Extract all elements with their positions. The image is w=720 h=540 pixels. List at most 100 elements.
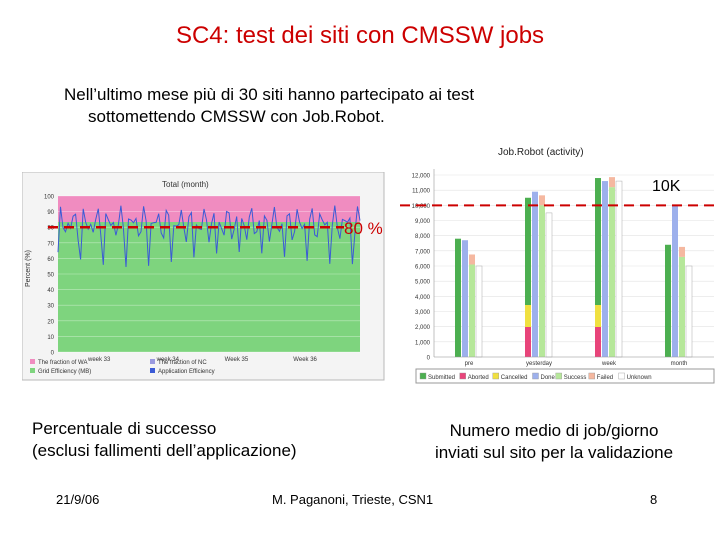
bar-submitted — [525, 197, 531, 357]
left-y-tick-label: 100 — [44, 195, 55, 201]
right-legend-swatch — [532, 372, 539, 380]
caption-left-line-2: (esclusi fallimenti dell’applicazione) — [32, 441, 297, 460]
bar-done — [602, 181, 608, 357]
jobrobot-activity-chart: Job.Robot (activity) 0 1,000 2,000 3,000 4,0… — [400, 147, 715, 384]
footer-date: 21/9/06 — [56, 492, 100, 507]
right-y-tick-label: 12,000 — [412, 174, 431, 180]
left-legend-label: Application Efficiency — [158, 369, 215, 375]
right-legend-label: Submitted — [428, 375, 455, 381]
right-legend-swatch — [459, 372, 466, 380]
right-x-tick-label: yesterday — [526, 361, 552, 367]
bar-aborted-segment — [525, 327, 531, 357]
right-x-tick-label: month — [671, 361, 688, 367]
intro-text: Nell’ultimo mese più di 30 siti hanno pa… — [64, 84, 624, 128]
bar-success — [679, 256, 685, 357]
annotation-80-percent: 80 % — [344, 219, 383, 238]
right-y-tick-label: 3,000 — [415, 310, 431, 316]
bar-cancelled-segment — [595, 305, 601, 327]
left-x-tick-label: Week 35 — [225, 357, 249, 363]
right-legend-label: Done — [541, 375, 556, 381]
slide-title: SC4: test dei siti con CMSSW jobs — [175, 22, 545, 49]
bar-failed-segment — [469, 254, 475, 265]
right-legend-swatch — [555, 372, 562, 380]
left-legend-label: The fraction of NC — [158, 360, 207, 366]
right-y-tick-label: 1,000 — [415, 340, 431, 346]
right-y-tick-label: 2,000 — [415, 325, 431, 331]
bar-unknown — [615, 180, 623, 358]
right-y-tick-label: 7,000 — [415, 249, 431, 255]
bar-unknown — [685, 265, 693, 358]
left-y-tick-label: 20 — [47, 319, 54, 325]
right-y-tick-label: 10,000 — [412, 204, 431, 210]
left-x-tick-label: week 34 — [156, 357, 180, 363]
right-y-tick-label: 5,000 — [415, 280, 431, 286]
left-legend-swatch — [30, 368, 35, 373]
bar-unknown — [545, 212, 553, 358]
left-y-tick-label: 10 — [47, 335, 54, 341]
left-legend-swatch — [150, 359, 155, 364]
footer-page-number: 8 — [650, 492, 658, 507]
left-chart-title: Total (month) — [162, 180, 209, 189]
bar-success — [609, 187, 615, 357]
bar-submitted — [665, 244, 671, 357]
left-green-area — [58, 222, 360, 352]
right-y-tick-label: 6,000 — [415, 265, 431, 271]
bar-failed-segment — [609, 177, 615, 188]
left-y-tick-label: 30 — [47, 304, 54, 310]
bar-cancelled-segment — [525, 305, 531, 327]
left-legend-label: Grid Efficiency (MB) — [38, 369, 91, 375]
caption-right-line-1: Numero medio di job/giorno — [449, 421, 659, 440]
bar-failed-segment — [679, 246, 685, 257]
right-x-tick-label: pre — [465, 361, 474, 367]
caption-left-line-1: Percentuale di successo — [32, 419, 217, 438]
bar-success — [469, 264, 475, 357]
right-y-tick-label: 11,000 — [412, 189, 431, 195]
intro-line-2: sottomettendo CMSSW con Job.Robot. — [88, 107, 385, 126]
right-legend-label: Unknown — [627, 375, 652, 381]
left-x-tick-label: week 33 — [87, 357, 111, 363]
left-y-tick-label: 90 — [47, 210, 54, 216]
caption-right-line-2: inviati sul sito per la validazione — [434, 443, 674, 462]
bar-submitted — [595, 178, 601, 357]
left-pink-band — [58, 196, 360, 222]
success-percentage-chart: Total (month) Percent (%) 0 10 20 30 40 50 60 7… — [22, 172, 385, 381]
right-legend-swatch — [419, 372, 427, 380]
caption-left: Percentuale di successo (esclusi fallime… — [32, 418, 297, 462]
left-y-tick-label: 40 — [47, 288, 54, 294]
bar-aborted-segment — [595, 327, 601, 357]
left-x-tick-label: Week 36 — [293, 357, 317, 363]
right-legend-label: Cancelled — [501, 375, 528, 381]
left-chart-ylabel: Percent (%) — [25, 250, 32, 287]
right-chart-title: Job.Robot (activity) — [498, 147, 584, 158]
right-y-tick-label: 8,000 — [415, 234, 431, 240]
right-legend-swatch — [492, 372, 500, 380]
right-x-tick-label: week — [601, 361, 617, 367]
left-y-tick-label: 70 — [47, 241, 54, 247]
right-legend-swatch — [588, 372, 596, 380]
right-y-tick-label: 9,000 — [415, 219, 431, 225]
right-legend-label: Success — [564, 375, 587, 381]
bar-done — [672, 205, 678, 357]
right-legend-label: Failed — [597, 375, 613, 381]
left-legend-swatch — [150, 368, 155, 373]
bar-unknown — [475, 265, 483, 358]
application-efficiency-line — [57, 205, 361, 268]
bar-submitted — [455, 238, 461, 357]
right-y-tick-label: 0 — [427, 356, 431, 362]
right-legend-frame — [415, 368, 715, 384]
bar-failed-segment — [539, 195, 545, 206]
left-y-tick-label: 80 — [47, 226, 54, 232]
left-legend-swatch — [30, 359, 35, 364]
right-legend-label: Aborted — [468, 375, 489, 381]
right-y-tick-label: 4,000 — [415, 295, 431, 301]
bar-done — [532, 191, 538, 357]
left-y-tick-label: 0 — [51, 351, 55, 357]
bar-done — [462, 240, 468, 357]
left-legend-label: The fraction of WA — [38, 360, 87, 366]
right-legend-swatch — [618, 372, 625, 380]
left-y-tick-label: 50 — [47, 273, 54, 279]
annotation-10k: 10K — [652, 178, 681, 195]
intro-line-1: Nell’ultimo mese più di 30 siti hanno pa… — [64, 85, 475, 104]
footer-author: M. Paganoni, Trieste, CSN1 — [272, 492, 434, 507]
bar-success — [539, 205, 545, 357]
